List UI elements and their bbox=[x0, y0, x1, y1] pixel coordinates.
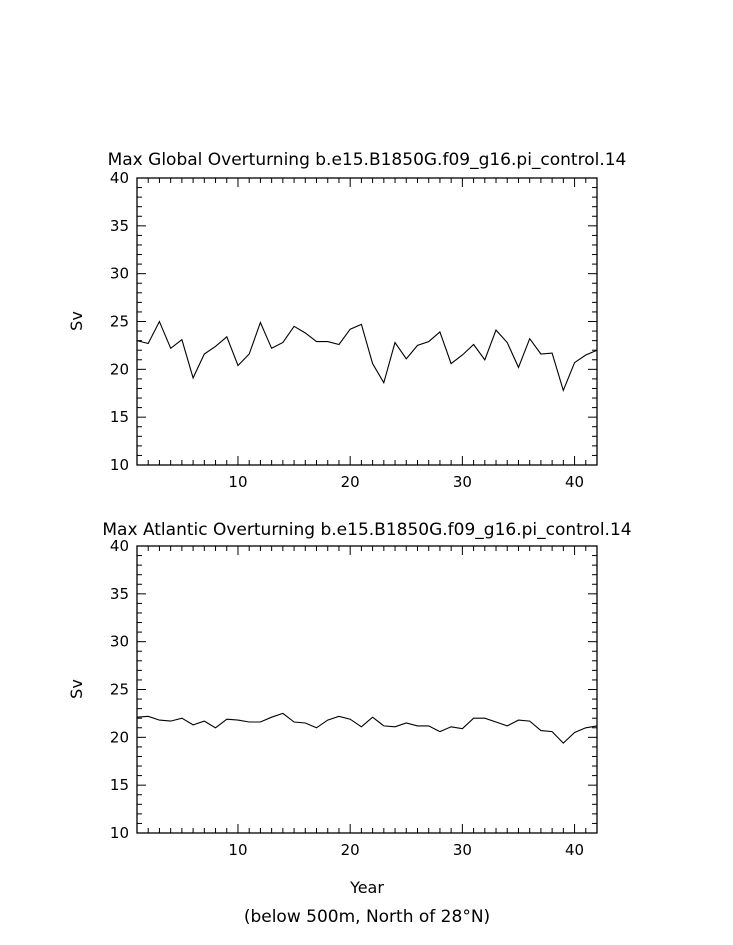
atlantic-x-tick-label: 40 bbox=[565, 841, 584, 859]
figure-footnote: (below 500m, North of 28°N) bbox=[244, 907, 490, 927]
global-plot-frame bbox=[136, 177, 598, 466]
global-y-tick-label: 30 bbox=[110, 265, 129, 283]
global-x-tick-label: 10 bbox=[228, 473, 247, 491]
atlantic-overturning-panel: Max Atlantic Overturning b.e15.B1850G.f0… bbox=[67, 520, 632, 897]
global-tick-labels: 10 20 30 40 10 15 20 25 30 35 40 bbox=[110, 169, 584, 491]
global-chart-title: Max Global Overturning b.e15.B1850G.f09_… bbox=[108, 150, 627, 170]
global-y-tick-label: 15 bbox=[110, 408, 129, 426]
atlantic-y-tick-label: 25 bbox=[110, 681, 129, 699]
atlantic-y-tick-label: 40 bbox=[110, 537, 129, 555]
atlantic-tick-labels: 10 20 30 40 10 15 20 25 30 35 40 bbox=[110, 537, 584, 859]
global-x-tick-label: 20 bbox=[341, 473, 360, 491]
global-x-tick-label: 40 bbox=[565, 473, 584, 491]
atlantic-y-tick-label: 35 bbox=[110, 585, 129, 603]
atlantic-x-axis-label: Year bbox=[349, 878, 384, 897]
atlantic-y-tick-label: 20 bbox=[110, 728, 129, 746]
global-overturning-panel: Max Global Overturning b.e15.B1850G.f09_… bbox=[67, 150, 626, 491]
global-y-tick-label: 20 bbox=[110, 360, 129, 378]
atlantic-x-tick-label: 30 bbox=[453, 841, 472, 859]
atlantic-x-tick-label: 20 bbox=[341, 841, 360, 859]
global-y-axis-label: Sv bbox=[67, 311, 86, 331]
global-y-tick-label: 40 bbox=[110, 169, 129, 187]
atlantic-x-tick-label: 10 bbox=[228, 841, 247, 859]
atlantic-overturning-line bbox=[136, 712, 598, 744]
global-x-tick-label: 30 bbox=[453, 473, 472, 491]
atlantic-y-tick-label: 15 bbox=[110, 776, 129, 794]
atlantic-y-tick-label: 30 bbox=[110, 633, 129, 651]
atlantic-y-axis-label: Sv bbox=[67, 679, 86, 699]
atlantic-chart-title: Max Atlantic Overturning b.e15.B1850G.f0… bbox=[102, 520, 631, 540]
global-overturning-line bbox=[136, 320, 598, 393]
global-y-tick-label: 10 bbox=[110, 456, 129, 474]
atlantic-y-tick-label: 10 bbox=[110, 824, 129, 842]
global-y-tick-label: 25 bbox=[110, 313, 129, 331]
global-y-tick-label: 35 bbox=[110, 217, 129, 235]
global-axis-ticks bbox=[136, 177, 598, 466]
atlantic-plot-frame bbox=[136, 545, 598, 834]
